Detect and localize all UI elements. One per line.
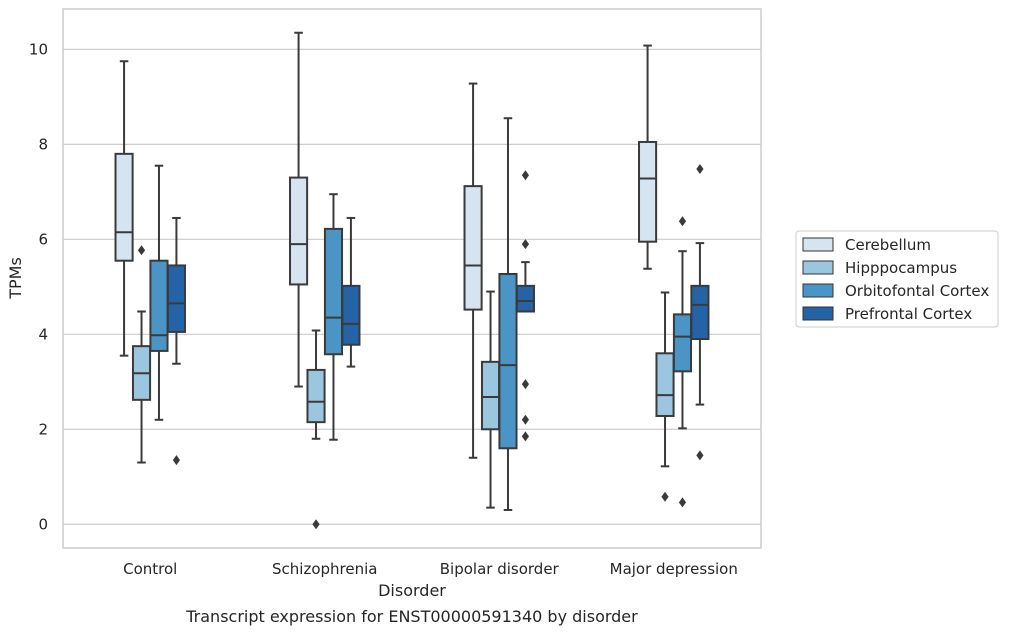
box-group	[672, 216, 693, 508]
legend-frame	[795, 230, 999, 328]
legend-swatch	[802, 237, 834, 252]
legend-label: Cerebellum	[845, 236, 931, 254]
plot-frame	[62, 8, 762, 549]
y-tick-label: 0	[38, 515, 48, 533]
iqr-box	[638, 140, 658, 243]
iqr-box	[114, 152, 134, 262]
x-tick-label: Schizophrenia	[272, 560, 377, 578]
box-group	[463, 82, 483, 459]
box-group	[306, 329, 326, 530]
outlier-point	[137, 245, 146, 256]
box-group	[131, 245, 152, 464]
chart-caption: Transcript expression for ENST0000059134…	[185, 607, 638, 626]
legend-swatch	[802, 260, 834, 275]
iqr-box	[690, 284, 710, 341]
legend-label: Hipppocampus	[845, 259, 957, 277]
outlier-point	[521, 431, 530, 442]
x-tick-label: Control	[123, 560, 177, 578]
x-tick-label: Bipolar disorder	[440, 560, 560, 578]
iqr-box	[149, 259, 169, 352]
box-group	[638, 44, 658, 270]
box-group	[480, 290, 501, 509]
outlier-point	[521, 414, 530, 425]
box-groups	[114, 31, 710, 530]
iqr-box	[463, 185, 483, 311]
y-tick-label: 8	[38, 135, 48, 153]
iqr-box	[341, 284, 361, 346]
iqr-box	[323, 227, 344, 356]
legend-swatch	[802, 283, 834, 298]
y-tick-labels: 0 2 4 6 8 10	[29, 40, 48, 533]
y-axis-title: TPMs	[6, 257, 25, 300]
outlier-point	[696, 450, 704, 461]
iqr-box	[672, 313, 693, 373]
outlier-point	[521, 170, 530, 181]
legend: Cerebellum Hipppocampus Orbitofontal Corte…	[795, 230, 999, 328]
legend-swatch	[802, 306, 834, 321]
y-tick-label: 10	[29, 40, 48, 58]
box-group	[690, 164, 710, 461]
x-axis-title: Disorder	[378, 581, 446, 600]
gridlines	[63, 48, 761, 525]
x-tick-label: Major depression	[610, 560, 738, 578]
outlier-point	[696, 164, 704, 175]
outlier-point	[678, 497, 687, 508]
box-group	[114, 60, 134, 357]
y-tick-label: 6	[38, 230, 48, 248]
box-group	[655, 291, 675, 502]
iqr-box	[166, 264, 186, 333]
legend-label: Orbitofontal Cortex	[845, 282, 989, 300]
iqr-box	[289, 176, 309, 286]
iqr-box	[480, 360, 501, 431]
outlier-point	[521, 239, 530, 250]
box-group	[289, 31, 309, 388]
iqr-box	[515, 284, 535, 313]
box-group	[515, 170, 535, 442]
box-group	[166, 216, 186, 466]
outlier-point	[661, 491, 669, 502]
iqr-box	[498, 272, 518, 450]
box-group	[149, 164, 169, 421]
iqr-box	[306, 368, 326, 424]
outlier-point	[312, 519, 320, 530]
x-tick-labels: Control Schizophrenia Bipolar disorder Majo…	[123, 560, 738, 578]
legend-label: Prefrontal Cortex	[845, 305, 972, 323]
box-group	[323, 193, 344, 441]
y-tick-label: 4	[38, 325, 48, 343]
iqr-box	[655, 352, 675, 417]
y-tick-label: 2	[38, 420, 48, 438]
outlier-point	[678, 216, 687, 227]
outlier-point	[172, 455, 181, 466]
outlier-point	[521, 379, 530, 390]
box-group	[341, 216, 361, 368]
box-group	[498, 117, 518, 512]
